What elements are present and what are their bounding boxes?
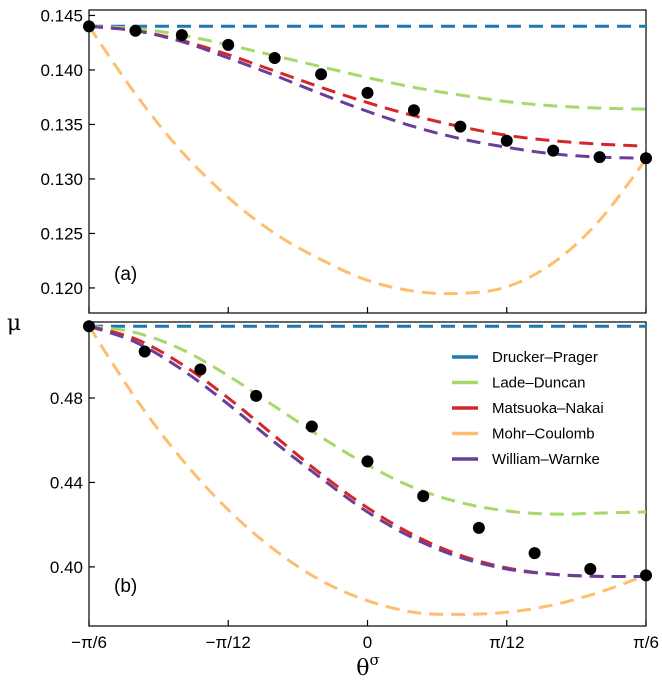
data-point — [500, 134, 513, 147]
series-line-william-warnke — [88, 324, 647, 579]
legend: Drucker–Prager Lade–Duncan Matsuoka–Nakai M… — [452, 349, 604, 468]
plot-frame — [88, 321, 647, 627]
y-tick-label: 0.40 — [50, 558, 83, 577]
x-axis-label: θσ — [356, 651, 380, 681]
data-point — [315, 68, 328, 81]
x-tick-label: π/12 — [489, 633, 524, 652]
data-point — [268, 51, 281, 64]
data-point — [528, 547, 541, 560]
data-point — [250, 389, 263, 402]
x-axis: −π/6 −π/12 0 π/12 π/6 — [71, 633, 659, 652]
y-tick-label: 0.130 — [40, 170, 83, 189]
x-axis-label-sup: σ — [370, 651, 380, 669]
data-point — [138, 345, 151, 358]
series-line-mohr-coulomb — [87, 325, 647, 616]
x-tick-label: −π/6 — [71, 633, 107, 652]
y-tick-label: 0.125 — [40, 224, 83, 243]
data-point — [547, 144, 560, 157]
data-point — [640, 152, 652, 165]
legend-entry: William–Warnke — [492, 451, 600, 468]
data-point — [129, 24, 142, 37]
legend-entry: Lade–Duncan — [492, 375, 585, 392]
y-tick-label: 0.48 — [50, 389, 83, 408]
data-point — [417, 490, 430, 503]
y-tick-label: 0.140 — [40, 61, 83, 80]
legend-entry: Drucker–Prager — [492, 349, 598, 366]
series-line-mohr-coulomb — [87, 25, 648, 296]
data-point — [584, 563, 597, 575]
x-tick-label: 0 — [363, 633, 372, 652]
y-tick-label: 0.120 — [40, 279, 83, 298]
y-axis-label: μ — [7, 311, 21, 336]
series-line-william-warnke — [88, 24, 647, 160]
x-tick-label: π/6 — [633, 633, 659, 652]
data-point — [83, 20, 95, 33]
data-point — [361, 455, 374, 468]
data-point — [472, 521, 485, 534]
data-point — [454, 120, 467, 133]
y-tick-label: 0.44 — [50, 473, 83, 492]
legend-entry: Matsuoka–Nakai — [492, 400, 604, 417]
panel-b: 0.40 0.44 0.48 (b) — [50, 320, 652, 627]
plot-frame — [88, 9, 647, 314]
data-point — [222, 38, 235, 51]
panel-a: 0.120 0.125 0.130 0.135 0.140 0.145 (a) — [40, 6, 652, 314]
y-tick-label: 0.135 — [40, 115, 83, 134]
y-tick-label: 0.145 — [40, 6, 83, 25]
legend-entry: Mohr–Coulomb — [492, 426, 595, 443]
data-point — [361, 86, 374, 99]
panel-label: (b) — [114, 576, 137, 597]
data-point — [305, 420, 318, 433]
data-point — [593, 151, 606, 164]
data-point — [194, 363, 207, 376]
x-axis-label-main: θ — [356, 656, 369, 681]
data-point — [83, 320, 95, 333]
data-point — [640, 569, 652, 582]
data-point — [407, 104, 420, 117]
series-line-matsuoka-nakai — [88, 24, 647, 148]
x-tick-label: −π/12 — [206, 633, 251, 652]
panel-label: (a) — [114, 264, 137, 285]
data-point — [175, 29, 188, 42]
